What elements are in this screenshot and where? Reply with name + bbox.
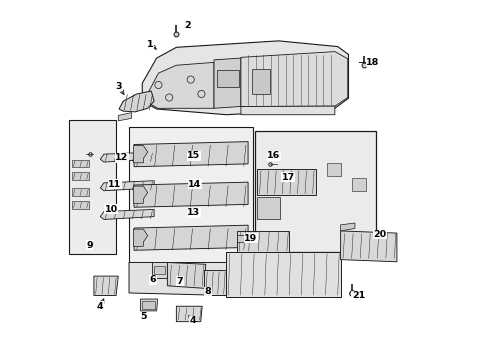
Polygon shape [134,182,247,207]
Polygon shape [134,225,247,250]
Text: 7: 7 [176,276,183,285]
Polygon shape [100,210,154,220]
Polygon shape [251,69,269,94]
Polygon shape [257,169,315,195]
Text: 13: 13 [186,208,200,217]
Polygon shape [133,229,147,246]
Text: 21: 21 [351,291,365,300]
Text: 20: 20 [373,230,386,239]
Text: 3: 3 [115,82,122,91]
Text: 2: 2 [183,21,190,30]
Text: 1: 1 [147,40,154,49]
Polygon shape [167,262,205,288]
Polygon shape [94,276,118,296]
Text: 12: 12 [115,153,128,162]
Polygon shape [216,69,238,87]
Polygon shape [144,62,214,108]
Polygon shape [214,58,241,108]
Text: 11: 11 [108,180,121,189]
Polygon shape [72,172,88,180]
Polygon shape [100,181,154,191]
Text: 19: 19 [244,234,257,243]
Polygon shape [133,145,147,163]
Text: 8: 8 [204,287,211,296]
Polygon shape [236,234,244,242]
Text: 4: 4 [97,302,103,311]
Polygon shape [69,120,116,253]
Text: 4: 4 [189,316,195,325]
Polygon shape [257,197,280,220]
Polygon shape [154,266,164,274]
Polygon shape [340,231,396,262]
Polygon shape [118,113,131,121]
Text: 9: 9 [86,241,93,250]
Polygon shape [236,231,289,252]
Text: 14: 14 [188,180,201,189]
Text: 17: 17 [281,173,294,182]
Polygon shape [176,306,202,321]
Polygon shape [129,262,253,296]
Text: 10: 10 [104,205,118,214]
Text: 18: 18 [366,58,379,67]
Polygon shape [142,301,155,309]
Polygon shape [351,178,366,191]
Polygon shape [241,51,347,107]
Polygon shape [72,159,88,167]
Polygon shape [326,163,341,176]
Polygon shape [142,41,348,115]
Text: 15: 15 [186,151,200,160]
Polygon shape [152,262,167,278]
Polygon shape [204,270,225,296]
Polygon shape [134,141,247,167]
Polygon shape [241,106,334,115]
Polygon shape [133,186,147,203]
Text: 5: 5 [140,312,146,321]
Polygon shape [119,91,154,112]
Polygon shape [72,201,88,209]
Polygon shape [340,223,354,231]
Polygon shape [100,152,154,162]
Polygon shape [140,299,158,311]
Polygon shape [255,131,376,252]
Polygon shape [129,127,253,267]
Text: 6: 6 [149,275,156,284]
Polygon shape [225,252,340,297]
Text: 16: 16 [267,151,280,160]
Polygon shape [72,188,88,196]
